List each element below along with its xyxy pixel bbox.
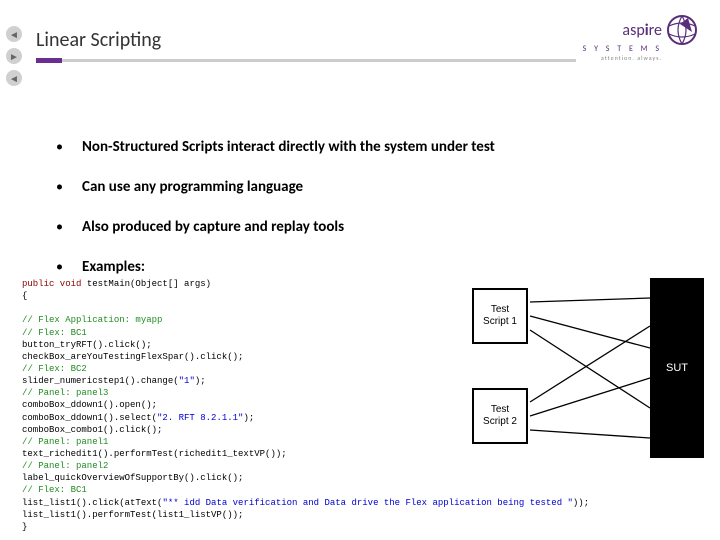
bullet-text: Non-Structured Scripts interact directly…	[82, 138, 495, 156]
bullet-marker: •	[56, 138, 82, 156]
bullet-list: • Non-Structured Scripts interact direct…	[56, 138, 656, 298]
page-title: Linear Scripting	[36, 28, 700, 52]
bullet-marker: •	[56, 258, 82, 276]
architecture-diagram: Test Script 1 Test Script 2 SUT	[454, 278, 704, 458]
bullet-text: Examples:	[82, 258, 145, 276]
nav-back2-icon[interactable]: ◄	[6, 70, 22, 86]
nav-forward-icon[interactable]: ►	[6, 48, 22, 64]
sut-box: SUT	[650, 278, 704, 458]
list-item: • Non-Structured Scripts interact direct…	[56, 138, 656, 156]
script-box-2: Test Script 2	[472, 388, 528, 444]
script-box-1: Test Script 1	[472, 288, 528, 344]
title-underline	[36, 58, 576, 63]
list-item: • Examples:	[56, 258, 656, 276]
nav-back-icon[interactable]: ◄	[6, 26, 22, 42]
list-item: • Can use any programming language	[56, 178, 656, 196]
bullet-marker: •	[56, 178, 82, 196]
nav-arrows: ◄ ► ◄	[6, 26, 22, 86]
slide-header: Linear Scripting	[36, 28, 700, 63]
bullet-text: Can use any programming language	[82, 178, 303, 196]
bullet-marker: •	[56, 218, 82, 236]
list-item: • Also produced by capture and replay to…	[56, 218, 656, 236]
bullet-text: Also produced by capture and replay tool…	[82, 218, 344, 236]
